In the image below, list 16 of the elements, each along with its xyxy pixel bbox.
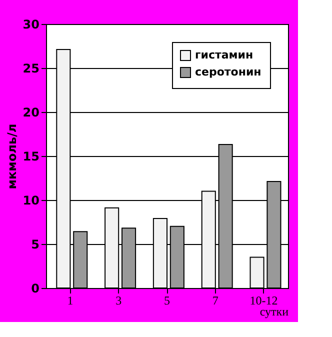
y-tick-label: 25 [22,62,40,76]
x-axis-title: сутки [260,304,290,318]
legend-label: гистамин [195,48,254,62]
x-tick-label: 1 [67,294,74,308]
y-tick-label: 10 [22,194,40,208]
y-tick-label: 0 [31,282,40,296]
y-tick-label: 15 [22,150,40,164]
y-tick-label: 20 [22,106,40,120]
y-tick-label: 5 [31,238,40,252]
y-axis-title: мкмоль/л [4,124,19,190]
x-tick-label: 3 [116,294,122,308]
x-tick-label: 5 [164,294,170,308]
x-tick-label: 7 [212,294,218,308]
x-tick-label: 10-12 [250,294,278,308]
y-tick-label: 30 [22,18,40,32]
legend-label: серотонин [195,66,262,78]
